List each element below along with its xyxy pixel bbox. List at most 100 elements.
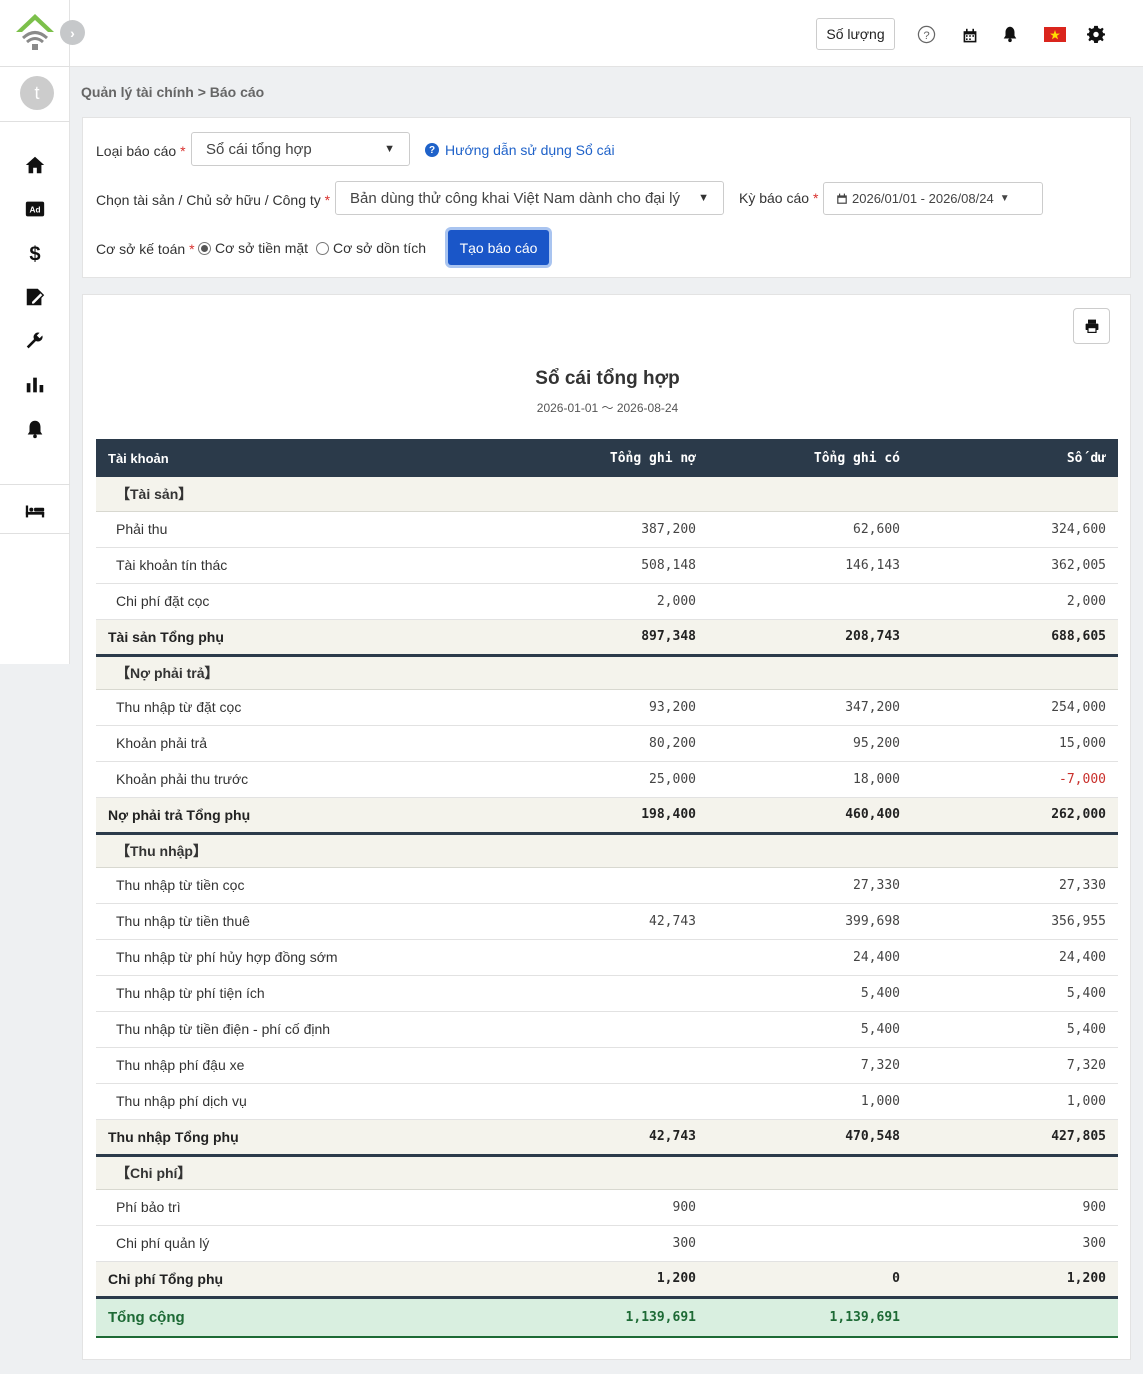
table-row[interactable]: Phí bảo trì 900 900: [96, 1189, 1118, 1226]
subtotal-row: Nợ phải trả Tổng phụ 198,400 460,400 262,00…: [96, 797, 1118, 835]
calendar-icon[interactable]: [960, 26, 980, 46]
svg-text:Ad: Ad: [30, 206, 41, 215]
balance-cell: 24,400: [912, 939, 1118, 976]
credit-cell: 24,400: [708, 939, 912, 976]
sidebar-divider: [0, 66, 70, 67]
bed-icon[interactable]: [23, 499, 47, 523]
sidebar-toggle-button[interactable]: ›: [60, 20, 85, 45]
subtotal-debit: 1,200: [516, 1261, 708, 1299]
generate-report-button[interactable]: Tạo báo cáo: [448, 230, 549, 265]
report-period: 2026-01-01 〜 2026-08-24: [536, 401, 679, 415]
table-row[interactable]: Khoản phải thu trước 25,000 18,000 -7,000: [96, 761, 1118, 798]
dollar-icon[interactable]: $: [23, 241, 47, 265]
credit-cell: 7,320: [708, 1047, 912, 1084]
account-name: Chi phí đặt cọc: [96, 583, 516, 620]
subtotal-row: Thu nhập Tổng phụ 42,743 470,548 427,805: [96, 1119, 1118, 1157]
asset-label: Chọn tài sản / Chủ sở hữu / Công ty *: [96, 192, 330, 208]
question-circle-icon: ?: [425, 143, 439, 157]
subtotal-balance: 262,000: [912, 797, 1118, 835]
accrual-basis-radio[interactable]: Cơ sở dồn tích: [316, 240, 426, 256]
breadcrumb: Quản lý tài chính > Báo cáo: [81, 84, 264, 100]
breadcrumb-separator: >: [197, 84, 206, 100]
help-link-text: Hướng dẫn sử dụng Sổ cái: [445, 142, 615, 158]
table-row[interactable]: Thu nhập phí dịch vụ 1,000 1,000: [96, 1083, 1118, 1120]
credit-cell: [708, 1225, 912, 1262]
subtotal-credit: 470,548: [708, 1119, 912, 1157]
chevron-down-icon: ▼: [384, 143, 395, 155]
credit-cell: 27,330: [708, 867, 912, 904]
vietnam-flag-icon[interactable]: [1044, 26, 1066, 42]
balance-cell: 2,000: [912, 583, 1118, 620]
report-title: Sổ cái tổng hợp: [535, 368, 680, 389]
debit-cell: 2,000: [516, 583, 708, 620]
general-ledger-table: Tài khoản Tổng ghi nợ Tổng ghi có Số dư …: [96, 439, 1118, 1338]
account-name: Thu nhập từ tiền thuê: [96, 903, 516, 940]
subtotal-row: Tài sản Tổng phụ 897,348 208,743 688,605: [96, 619, 1118, 657]
table-row[interactable]: Chi phí đặt cọc 2,000 2,000: [96, 583, 1118, 620]
table-row[interactable]: Tài khoản tín thác 508,148 146,143 362,005: [96, 547, 1118, 584]
debit-cell: 508,148: [516, 547, 708, 584]
print-button[interactable]: [1073, 308, 1110, 344]
home-icon[interactable]: [23, 153, 47, 177]
breadcrumb-current: Báo cáo: [209, 84, 265, 100]
help-icon[interactable]: ?: [916, 24, 936, 44]
required-mark: *: [324, 192, 331, 208]
debit-cell: [516, 975, 708, 1012]
report-panel: Sổ cái tổng hợp 2026-01-01 〜 2026-08-24 …: [82, 294, 1131, 1360]
printer-icon: [1085, 319, 1098, 333]
credit-cell: [708, 583, 912, 620]
bell-icon[interactable]: [23, 417, 47, 441]
category-row: 【Tài sản】: [96, 477, 1118, 512]
report-type-label: Loại báo cáo *: [96, 143, 186, 159]
report-type-value: Sổ cái tổng hợp: [206, 140, 312, 158]
chevron-down-icon: ▼: [698, 192, 709, 204]
report-type-label-text: Loại báo cáo: [96, 143, 177, 159]
sidebar: t Ad $: [0, 0, 70, 664]
table-row[interactable]: Khoản phải trả 80,200 95,200 15,000: [96, 725, 1118, 762]
ledger-help-link[interactable]: ? Hướng dẫn sử dụng Sổ cái: [425, 142, 615, 158]
subtotal-credit: 460,400: [708, 797, 912, 835]
ad-icon[interactable]: Ad: [23, 197, 47, 221]
table-row[interactable]: Chi phí quản lý 300 300: [96, 1225, 1118, 1262]
column-header-credit: Tổng ghi có: [708, 439, 912, 477]
avatar[interactable]: t: [20, 76, 54, 110]
subtotal-label: Thu nhập Tổng phụ: [96, 1119, 516, 1157]
debit-cell: 80,200: [516, 725, 708, 762]
chevron-right-icon: ›: [70, 24, 75, 41]
credit-cell: 62,600: [708, 511, 912, 548]
category-label: 【Thu nhập】: [96, 833, 1118, 868]
breadcrumb-parent[interactable]: Quản lý tài chính: [81, 84, 194, 100]
quantity-button[interactable]: Số lượng: [816, 18, 895, 50]
bar-chart-icon[interactable]: [23, 373, 47, 397]
report-type-select[interactable]: Sổ cái tổng hợp ▼: [191, 132, 410, 166]
balance-cell: -7,000: [912, 761, 1118, 798]
period-label-text: Kỳ báo cáo: [739, 190, 810, 206]
app-logo[interactable]: [14, 12, 56, 54]
table-row[interactable]: Thu nhập từ phí hủy hợp đồng sớm 24,400 24…: [96, 939, 1118, 976]
asset-value: Bản dùng thử công khai Việt Nam dành cho…: [350, 189, 680, 207]
settings-gear-icon[interactable]: [1086, 24, 1106, 44]
wrench-icon[interactable]: [23, 329, 47, 353]
subtotal-label: Nợ phải trả Tổng phụ: [96, 797, 516, 835]
account-name: Khoản phải thu trước: [96, 761, 516, 798]
table-row[interactable]: Phải thu 387,200 62,600 324,600: [96, 511, 1118, 548]
debit-cell: [516, 867, 708, 904]
notification-bell-icon[interactable]: [1000, 24, 1020, 44]
account-name: Thu nhập phí đậu xe: [96, 1047, 516, 1084]
total-balance: [912, 1295, 1118, 1338]
table-row[interactable]: Thu nhập từ đặt cọc 93,200 347,200 254,000: [96, 689, 1118, 726]
credit-cell: 347,200: [708, 689, 912, 726]
credit-cell: 5,400: [708, 975, 912, 1012]
calendar-icon: [837, 193, 847, 204]
asset-select[interactable]: Bản dùng thử công khai Việt Nam dành cho…: [335, 181, 724, 215]
cash-basis-radio[interactable]: Cơ sở tiền mặt: [198, 240, 308, 256]
table-row[interactable]: Thu nhập từ tiền điện - phí cố định 5,400…: [96, 1011, 1118, 1048]
edit-doc-icon[interactable]: [23, 285, 47, 309]
table-row[interactable]: Thu nhập từ tiền cọc 27,330 27,330: [96, 867, 1118, 904]
table-row[interactable]: Thu nhập từ phí tiện ích 5,400 5,400: [96, 975, 1118, 1012]
account-name: Phí bảo trì: [96, 1189, 516, 1226]
report-filter-panel: Loại báo cáo * Sổ cái tổng hợp ▼ ? Hướng…: [82, 117, 1131, 278]
table-row[interactable]: Thu nhập từ tiền thuê 42,743 399,698 356,95…: [96, 903, 1118, 940]
table-row[interactable]: Thu nhập phí đậu xe 7,320 7,320: [96, 1047, 1118, 1084]
report-period-picker[interactable]: 2026/01/01 - 2026/08/24 ▼: [823, 182, 1043, 215]
